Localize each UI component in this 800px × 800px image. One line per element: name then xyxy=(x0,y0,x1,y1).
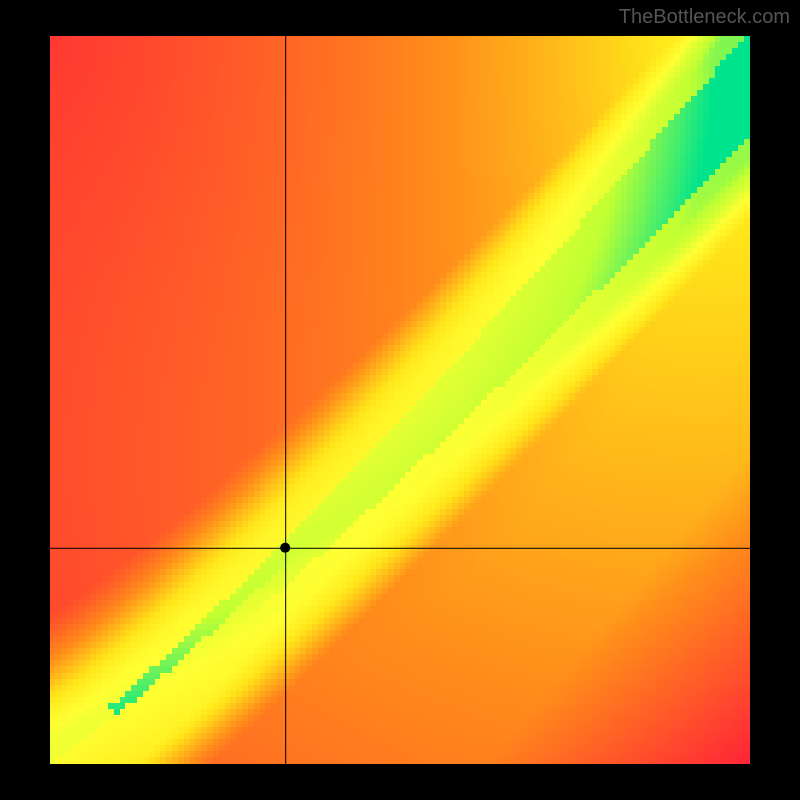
plot-area xyxy=(50,36,750,764)
attribution-text: TheBottleneck.com xyxy=(619,6,790,29)
chart-container: TheBottleneck.com xyxy=(0,0,800,800)
heatmap-canvas xyxy=(50,36,750,764)
